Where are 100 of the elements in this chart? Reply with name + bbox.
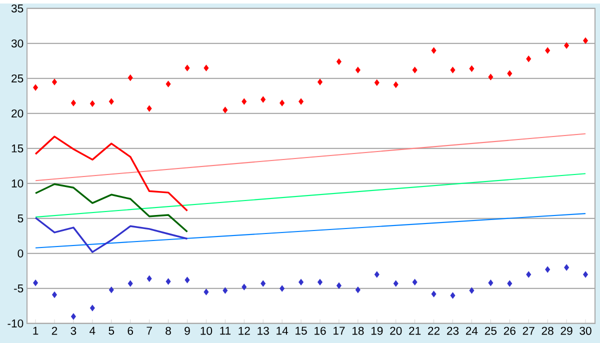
x-tick-label: 26 (504, 326, 516, 335)
point (298, 98, 304, 105)
point (184, 276, 190, 284)
x-tick-label: 2 (52, 326, 58, 335)
point (583, 271, 588, 278)
point (393, 81, 398, 88)
point (166, 80, 171, 88)
x-tick-label: 6 (128, 326, 134, 335)
point (166, 278, 171, 284)
point (374, 271, 380, 278)
point (469, 65, 474, 72)
line-series (34, 216, 188, 253)
point (507, 280, 512, 287)
x-tick-label: 30 (580, 326, 592, 335)
point (450, 292, 456, 298)
x-tick-label: 21 (409, 326, 421, 335)
point (488, 74, 494, 80)
point (583, 37, 588, 44)
point (128, 280, 133, 287)
point (204, 288, 209, 295)
x-tick-label: 8 (166, 326, 171, 335)
x-tick-label: 14 (276, 326, 288, 334)
point (469, 287, 474, 294)
point (260, 96, 266, 102)
point (393, 280, 398, 287)
x-tick-label: 16 (314, 326, 326, 335)
x-tick-label: 15 (296, 326, 307, 335)
x-tick-label: 17 (334, 326, 345, 334)
y-tick-label: 20 (12, 109, 24, 118)
point (222, 287, 228, 294)
point (545, 47, 550, 54)
point (526, 271, 532, 278)
point (298, 278, 304, 286)
x-tick-label: 3 (70, 326, 76, 335)
y-tick-label: -5 (14, 284, 24, 292)
y-tick-label: 0 (18, 249, 24, 258)
x-tick-label: 28 (542, 326, 554, 335)
point (564, 42, 570, 49)
x-tick-label: 22 (428, 326, 440, 335)
point (146, 105, 152, 112)
point (33, 84, 38, 91)
point (33, 279, 38, 286)
point (260, 280, 266, 287)
point (222, 106, 228, 113)
point (431, 47, 436, 54)
x-tick-label: 25 (484, 326, 497, 335)
point (488, 279, 494, 286)
x-tick-label: 11 (220, 326, 231, 334)
point (108, 286, 114, 293)
y-tick-label: 15 (12, 144, 24, 152)
point (146, 275, 152, 282)
point (204, 64, 209, 71)
point (242, 98, 247, 105)
point (242, 284, 247, 290)
point (355, 66, 360, 74)
point (71, 100, 76, 106)
point (374, 79, 380, 86)
point (280, 100, 285, 106)
point (52, 291, 57, 298)
point (355, 286, 360, 293)
x-tick-label: 10 (200, 326, 212, 335)
x-tick-label: 13 (258, 326, 269, 335)
point (90, 100, 95, 107)
x-tick-label: 24 (466, 326, 478, 335)
x-tick-label: 20 (390, 326, 402, 335)
x-tick-label: 9 (184, 326, 190, 335)
point (318, 78, 322, 85)
point (336, 58, 342, 65)
point (184, 64, 190, 71)
point (90, 304, 95, 312)
x-tick-label: 19 (371, 326, 383, 335)
point (564, 264, 570, 270)
point (545, 266, 550, 273)
point (71, 313, 76, 320)
x-tick-label: 29 (560, 326, 572, 335)
x-tick-label: 23 (447, 326, 459, 335)
point (280, 285, 285, 292)
y-tick-label: 5 (18, 214, 24, 222)
x-tick-label: 18 (352, 326, 364, 335)
x-tick-label: 1 (33, 326, 38, 334)
y-tick-label: -10 (8, 319, 24, 328)
point (507, 70, 512, 77)
point (128, 74, 133, 81)
y-tick-label: 30 (11, 39, 24, 48)
point (108, 98, 114, 105)
point (318, 278, 322, 286)
line-series (34, 183, 188, 232)
point (450, 66, 456, 74)
line-series (34, 135, 188, 212)
y-tick-label: 35 (11, 4, 24, 12)
point (52, 78, 57, 85)
point (336, 282, 342, 289)
point (412, 66, 418, 74)
x-tick-label: 4 (90, 326, 96, 334)
point (431, 290, 436, 298)
x-tick-label: 12 (238, 326, 250, 335)
point (412, 278, 418, 286)
y-tick-label: 25 (12, 74, 24, 82)
x-tick-label: 27 (522, 326, 534, 335)
x-tick-label: 5 (108, 326, 114, 335)
